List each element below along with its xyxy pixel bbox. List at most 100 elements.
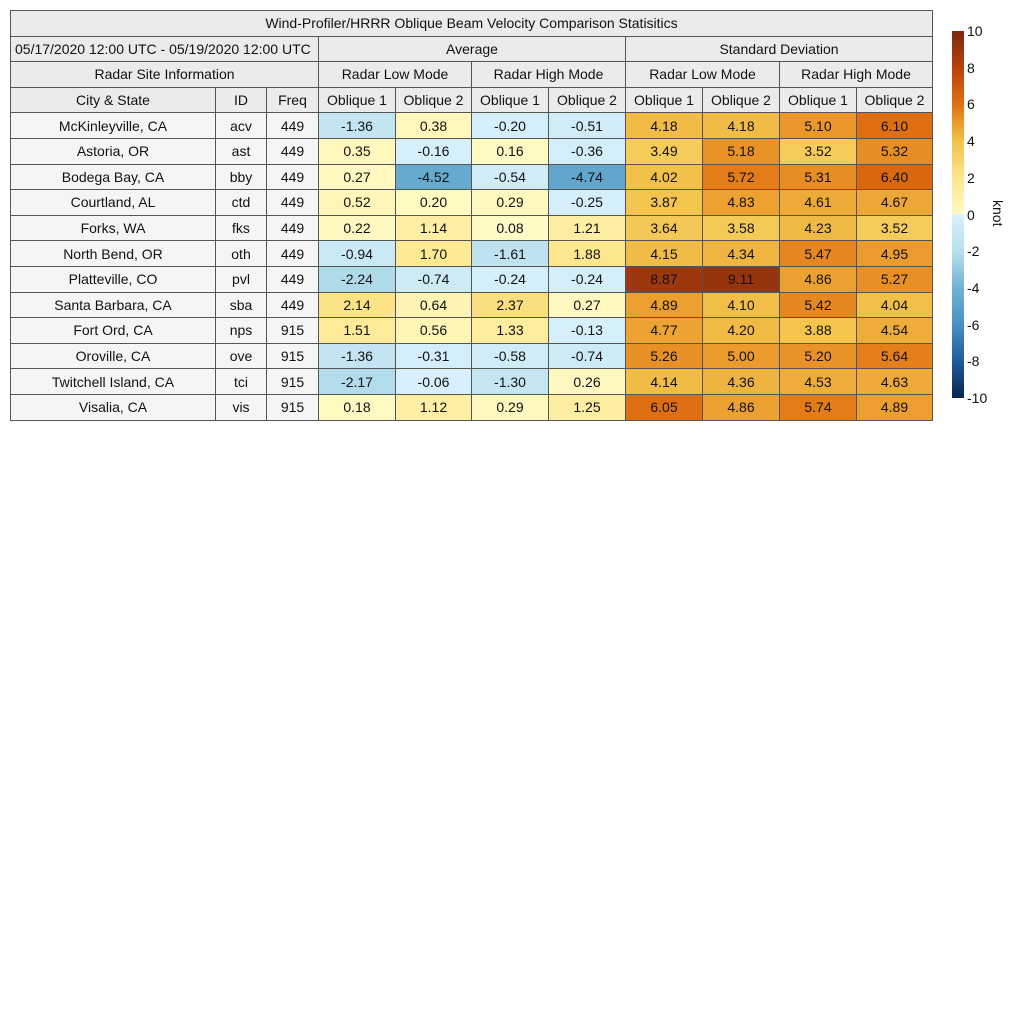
std-dev-value-cell: 3.87 (625, 189, 703, 216)
average-value-cell: -0.74 (395, 265, 472, 293)
colorbar-tick-label: 0 (967, 206, 975, 223)
column-header: Oblique 2 (548, 86, 626, 114)
id-cell: ove (215, 342, 267, 370)
std-dev-value-cell: 4.86 (779, 265, 857, 293)
average-value-cell: 0.08 (471, 214, 549, 242)
std-dev-value-cell: 6.10 (856, 112, 933, 139)
average-value-cell: -1.30 (471, 368, 549, 395)
table-row: Bodega Bay, CA bby 449 0.27 -4.52 -0.54 -4.74 4… (10, 163, 933, 191)
std-dev-value-cell: 4.83 (702, 189, 780, 216)
colorbar-tick-label: -4 (967, 279, 980, 296)
average-value-cell: -2.24 (318, 265, 396, 293)
colorbar-tick-label: 10 (967, 23, 983, 39)
average-value-cell: 2.14 (318, 291, 396, 319)
average-value-cell: 1.14 (395, 214, 472, 242)
colorbar-tick-label: -10 (967, 390, 988, 406)
std-dev-value-cell: 4.14 (625, 368, 703, 395)
std-dev-value-cell: 3.52 (779, 137, 857, 165)
table-row: Visalia, CA vis 915 0.18 1.12 0.29 1.25 6.05 4.8… (10, 393, 933, 421)
id-cell: nps (215, 317, 267, 344)
average-value-cell: -0.16 (395, 137, 472, 165)
std-dev-value-cell: 5.00 (702, 342, 780, 370)
table-row: Twitchell Island, CA tci 915 -2.17 -0.06 -1.3… (10, 368, 933, 395)
site-info-header: Radar Site Information (10, 61, 319, 88)
average-value-cell: -0.20 (471, 112, 549, 139)
std-dev-value-cell: 5.47 (779, 240, 857, 267)
city-cell: McKinleyville, CA (10, 112, 216, 139)
city-cell: Fort Ord, CA (10, 317, 216, 344)
average-value-cell: -4.52 (395, 163, 472, 191)
std-dev-value-cell: 4.02 (625, 163, 703, 191)
average-value-cell: -0.25 (548, 189, 626, 216)
std-dev-value-cell: 4.15 (625, 240, 703, 267)
statistics-table: Wind-Profiler/HRRR Oblique Beam Velocity… (10, 10, 933, 421)
std-dev-value-cell: 4.18 (702, 112, 780, 139)
freq-cell: 449 (266, 112, 319, 139)
table-row: Forks, WA fks 449 0.22 1.14 0.08 1.21 3.64 3.58 4… (10, 214, 933, 242)
std-dev-value-cell: 4.23 (779, 214, 857, 242)
average-value-cell: 0.18 (318, 393, 396, 421)
average-value-cell: 0.35 (318, 137, 396, 165)
average-value-cell: 0.27 (548, 291, 626, 319)
average-value-cell: 0.26 (548, 368, 626, 395)
std-dev-value-cell: 5.18 (702, 137, 780, 165)
freq-cell: 915 (266, 317, 319, 344)
average-value-cell: 1.51 (318, 317, 396, 344)
std-dev-value-cell: 5.26 (625, 342, 703, 370)
colorbar-tick-label: 4 (967, 133, 975, 150)
city-cell: Astoria, OR (10, 137, 216, 165)
average-value-cell: -2.17 (318, 368, 396, 395)
table-title: Wind-Profiler/HRRR Oblique Beam Velocity… (10, 10, 933, 37)
id-cell: tci (215, 368, 267, 395)
date-range: 05/17/2020 12:00 UTC - 05/19/2020 12:00 … (10, 35, 319, 63)
std-dev-header: Standard Deviation (625, 35, 933, 63)
id-cell: vis (215, 393, 267, 421)
average-value-cell: -0.13 (548, 317, 626, 344)
std-dev-value-cell: 9.11 (702, 265, 780, 293)
freq-cell: 449 (266, 240, 319, 267)
freq-cell: 449 (266, 137, 319, 165)
std-dev-value-cell: 5.27 (856, 265, 933, 293)
freq-cell: 449 (266, 265, 319, 293)
average-value-cell: 1.88 (548, 240, 626, 267)
column-header: City & State (10, 86, 216, 114)
table-row: Platteville, CO pvl 449 -2.24 -0.74 -0.24 -0.2… (10, 265, 933, 293)
table-row: Oroville, CA ove 915 -1.36 -0.31 -0.58 -0.74 5.… (10, 342, 933, 370)
std-dev-value-cell: 4.67 (856, 189, 933, 216)
table-row: Fort Ord, CA nps 915 1.51 0.56 1.33 -0.13 4.77 4… (10, 317, 933, 344)
std-dev-value-cell: 4.10 (702, 291, 780, 319)
column-header: Oblique 1 (471, 86, 549, 114)
std-dev-value-cell: 4.89 (856, 393, 933, 421)
city-cell: Forks, WA (10, 214, 216, 242)
average-value-cell: -4.74 (548, 163, 626, 191)
std-dev-value-cell: 4.36 (702, 368, 780, 395)
colorbar-tick-label: 2 (967, 169, 975, 186)
std-dev-value-cell: 5.20 (779, 342, 857, 370)
column-header: Oblique 1 (318, 86, 396, 114)
table-row: North Bend, OR oth 449 -0.94 1.70 -1.61 1.88 4.… (10, 240, 933, 267)
average-value-cell: 1.33 (471, 317, 549, 344)
average-value-cell: -0.74 (548, 342, 626, 370)
average-value-cell: 0.56 (395, 317, 472, 344)
city-cell: Visalia, CA (10, 393, 216, 421)
average-value-cell: 0.20 (395, 189, 472, 216)
table-row: Courtland, AL ctd 449 0.52 0.20 0.29 -0.25 3.87… (10, 189, 933, 216)
freq-cell: 449 (266, 214, 319, 242)
id-cell: sba (215, 291, 267, 319)
colorbar-tick-label: 8 (967, 59, 975, 76)
freq-cell: 915 (266, 342, 319, 370)
std-dev-value-cell: 4.54 (856, 317, 933, 344)
city-cell: Oroville, CA (10, 342, 216, 370)
std-dev-value-cell: 5.72 (702, 163, 780, 191)
city-cell: Platteville, CO (10, 265, 216, 293)
mode-header: Radar High Mode (779, 61, 933, 88)
std-dev-value-cell: 4.95 (856, 240, 933, 267)
std-dev-value-cell: 4.04 (856, 291, 933, 319)
freq-cell: 449 (266, 189, 319, 216)
average-value-cell: 1.12 (395, 393, 472, 421)
freq-cell: 449 (266, 291, 319, 319)
std-dev-value-cell: 3.58 (702, 214, 780, 242)
column-header: Oblique 2 (702, 86, 780, 114)
average-value-cell: -0.36 (548, 137, 626, 165)
city-cell: Santa Barbara, CA (10, 291, 216, 319)
